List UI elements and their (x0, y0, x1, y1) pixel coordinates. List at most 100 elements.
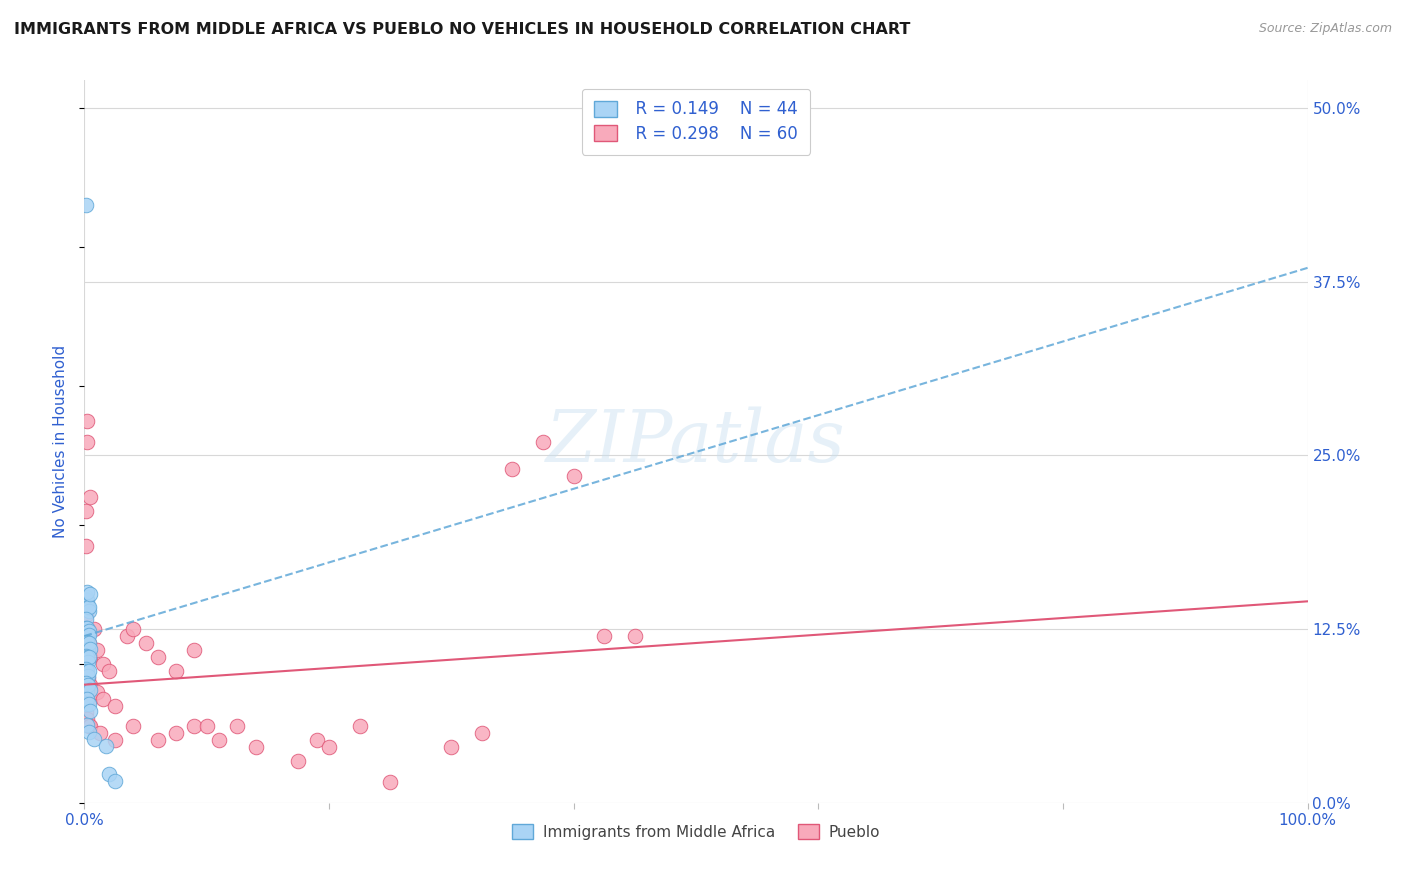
Point (77, 628, 100, 642)
Point (79, 587, 101, 601)
Point (115, 629, 138, 643)
Point (77, 671, 100, 685)
Point (562, 469, 585, 483)
Point (83, 622, 105, 636)
Text: ZIPatlas: ZIPatlas (546, 406, 846, 477)
Point (104, 773, 127, 788)
Point (146, 733, 169, 747)
Point (76, 414, 98, 428)
Point (91, 657, 114, 671)
Point (77, 664, 100, 678)
Point (97, 664, 120, 678)
Point (77, 636, 100, 650)
Point (104, 698, 127, 713)
Point (76, 691, 98, 706)
Point (440, 740, 463, 755)
Point (79, 691, 101, 706)
Point (76, 678, 98, 692)
Point (183, 643, 205, 657)
Point (165, 726, 187, 740)
Point (83, 731, 105, 746)
Point (77, 725, 100, 739)
Point (104, 733, 127, 747)
Point (76, 434, 98, 449)
Point (471, 726, 494, 740)
Point (165, 664, 187, 678)
Text: IMMIGRANTS FROM MIDDLE AFRICA VS PUEBLO NO VEHICLES IN HOUSEHOLD CORRELATION CHA: IMMIGRANTS FROM MIDDLE AFRICA VS PUEBLO … (14, 22, 911, 37)
Point (183, 719, 205, 733)
Point (305, 733, 328, 747)
Point (76, 622, 98, 636)
Point (77, 641, 100, 656)
Point (79, 704, 101, 718)
Point (77, 656, 100, 670)
Point (75, 590, 97, 604)
Point (77, 599, 100, 614)
Point (76, 683, 98, 698)
Point (380, 775, 402, 789)
Point (349, 719, 371, 733)
Point (76, 629, 98, 643)
Point (75, 676, 97, 690)
Point (79, 641, 101, 656)
Point (318, 740, 340, 755)
Point (76, 634, 98, 648)
Point (91, 691, 114, 706)
Point (531, 434, 554, 449)
Point (76, 669, 98, 683)
Point (76, 621, 98, 635)
Point (287, 754, 309, 768)
Point (77, 624, 100, 638)
Point (75, 539, 97, 553)
Point (79, 678, 101, 692)
Point (77, 697, 100, 711)
Point (75, 697, 97, 711)
Point (76, 593, 98, 607)
Point (75, 648, 97, 663)
Point (122, 719, 145, 733)
Point (77, 669, 100, 683)
Point (77, 622, 100, 636)
Point (79, 649, 101, 664)
Point (76, 584, 98, 599)
Point (77, 599, 100, 614)
Point (195, 719, 218, 733)
Point (79, 490, 101, 504)
Point (77, 636, 100, 650)
Point (76, 713, 98, 727)
Point (79, 719, 101, 733)
Point (76, 684, 98, 698)
Point (75, 612, 97, 626)
Point (624, 629, 647, 643)
Point (75, 608, 97, 623)
Point (79, 683, 101, 698)
Point (96, 739, 118, 753)
Text: Source: ZipAtlas.com: Source: ZipAtlas.com (1258, 22, 1392, 36)
Point (76, 718, 98, 732)
Point (86, 684, 108, 698)
Point (593, 629, 616, 643)
Point (76, 649, 98, 664)
Point (76, 640, 98, 655)
Point (75, 621, 97, 635)
Point (77, 628, 100, 642)
Point (76, 626, 98, 640)
Point (75, 198, 97, 212)
Point (77, 604, 100, 618)
Point (146, 649, 169, 664)
Point (77, 678, 100, 692)
Point (75, 599, 97, 613)
Legend: Immigrants from Middle Africa, Pueblo: Immigrants from Middle Africa, Pueblo (506, 818, 886, 846)
Point (226, 719, 249, 733)
Point (77, 719, 100, 733)
Point (75, 664, 97, 678)
Point (122, 622, 145, 636)
Point (76, 664, 98, 678)
Point (75, 504, 97, 518)
Point (77, 678, 100, 692)
Point (89, 726, 111, 740)
Point (77, 684, 100, 698)
Y-axis label: No Vehicles in Household: No Vehicles in Household (53, 345, 69, 538)
Point (86, 643, 108, 657)
Point (97, 766, 120, 780)
